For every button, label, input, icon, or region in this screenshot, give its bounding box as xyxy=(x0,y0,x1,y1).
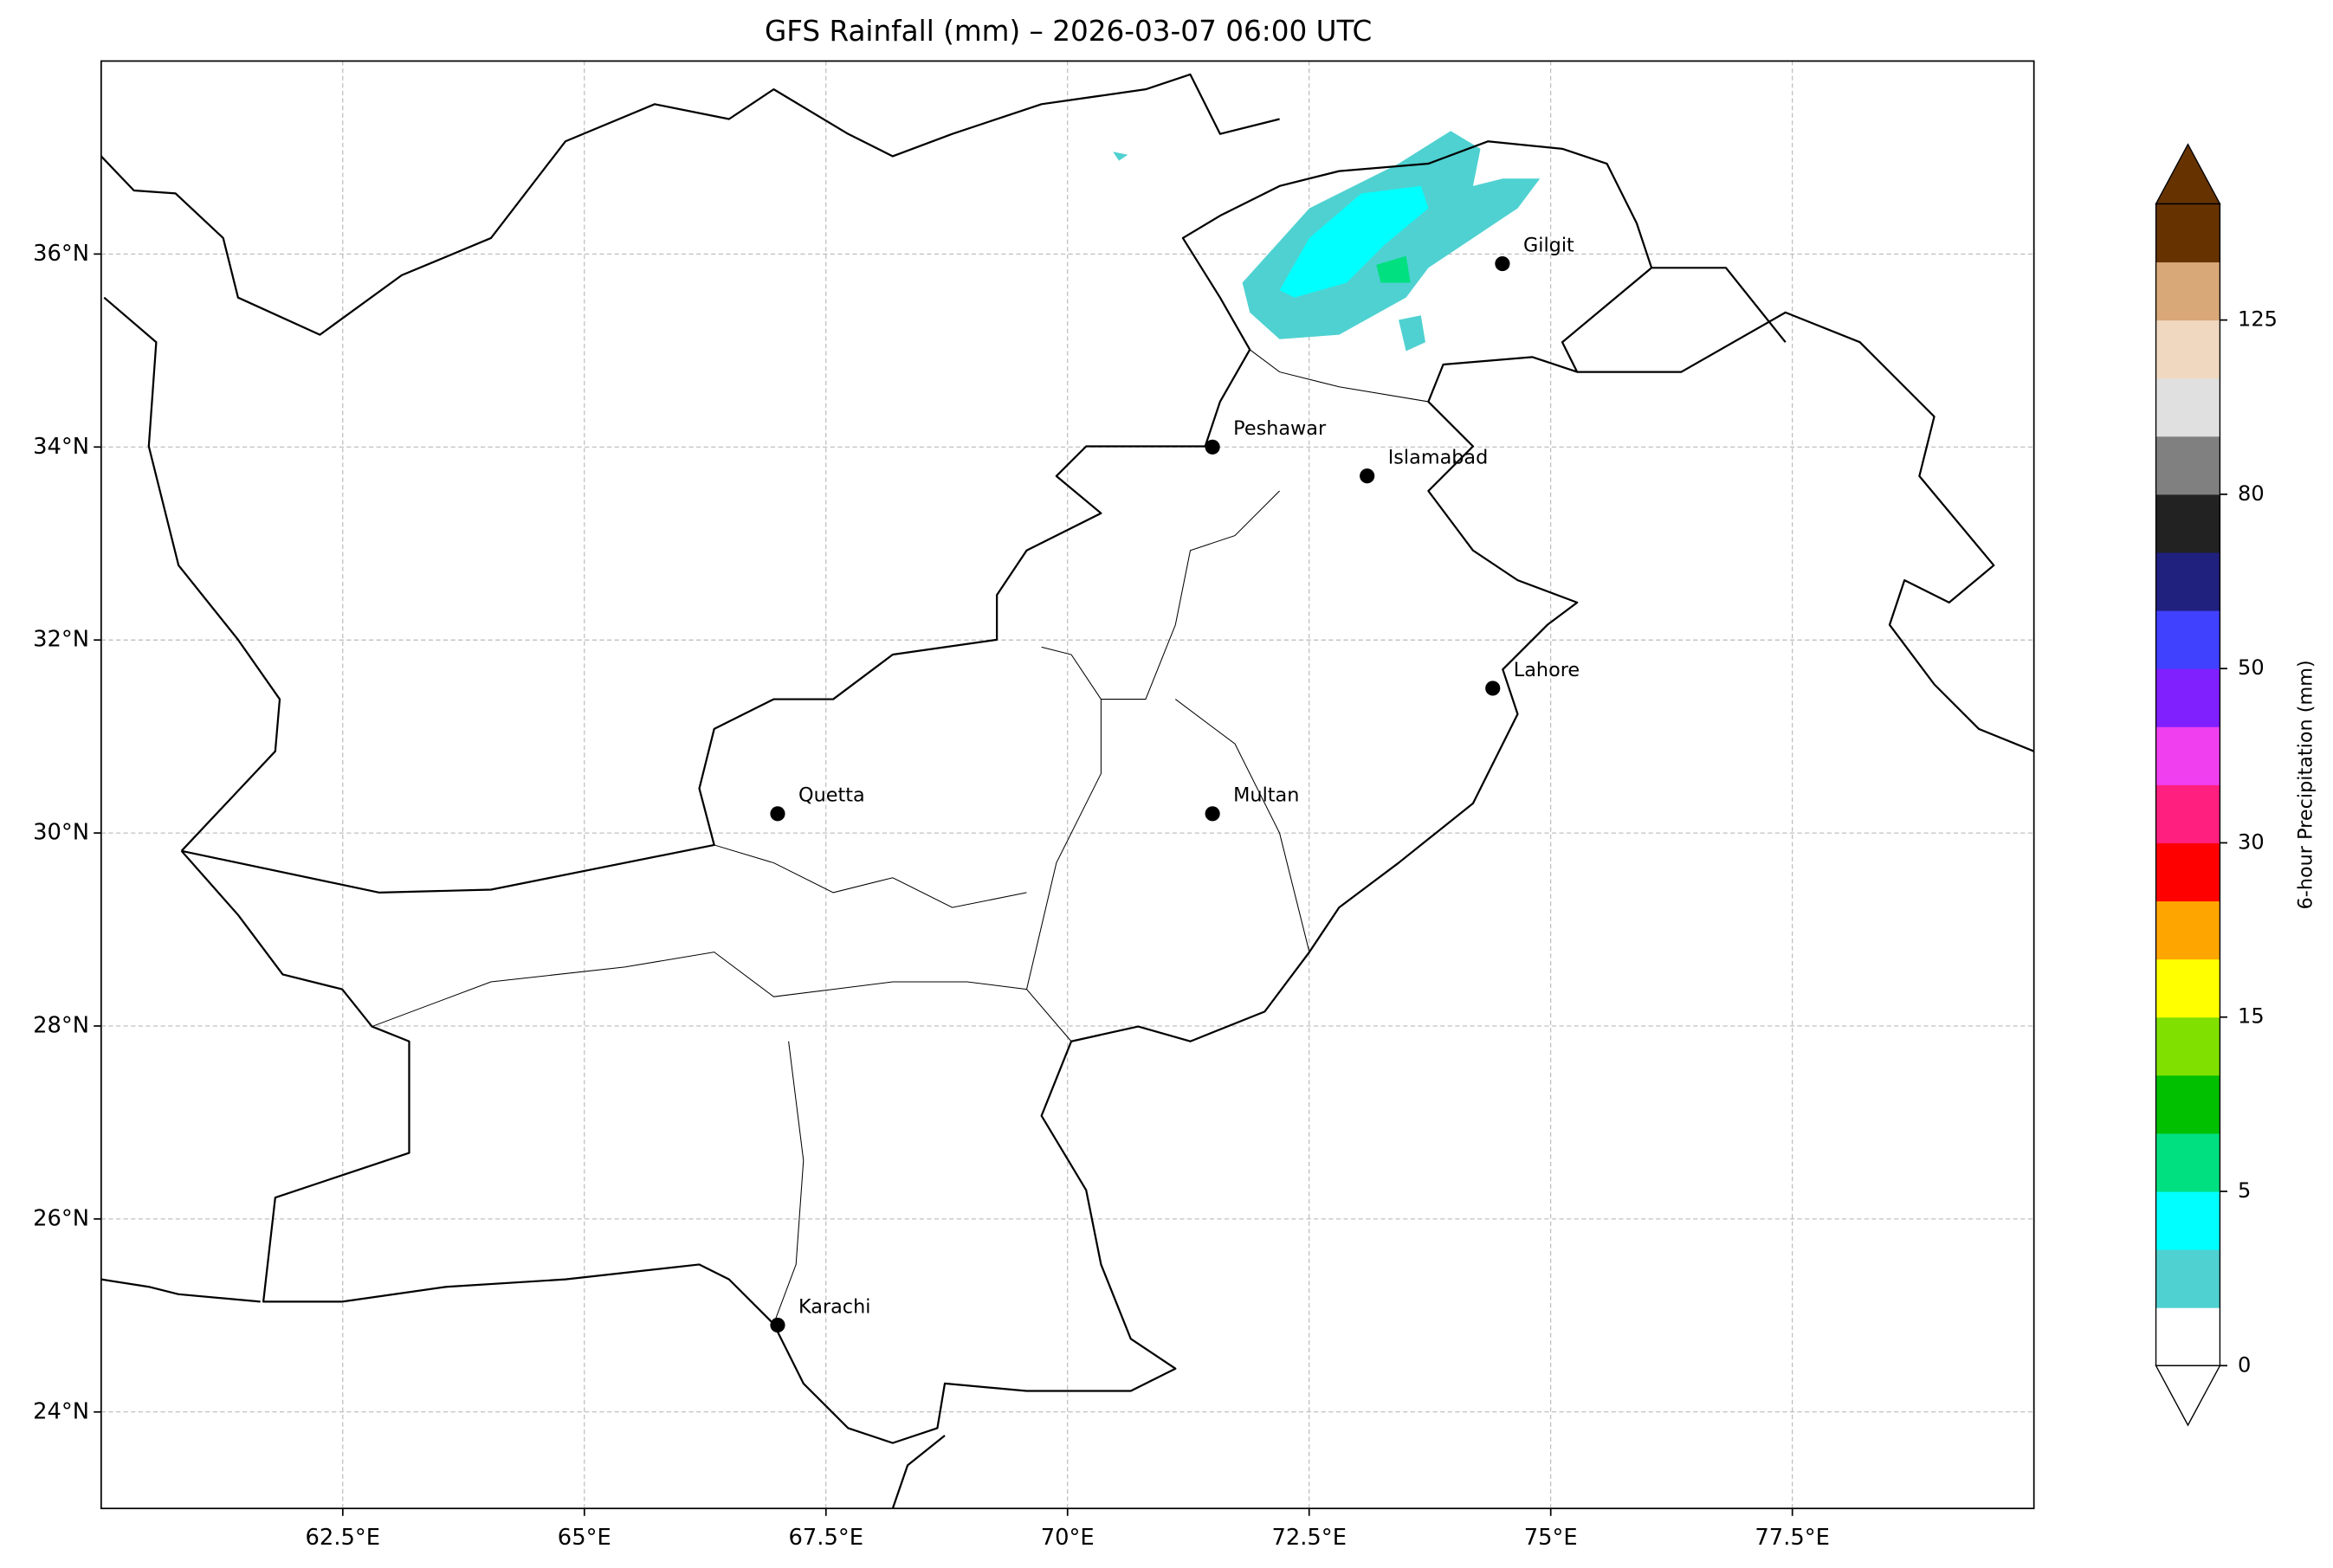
colorbar-label: 6-hour Precipitation (mm) xyxy=(2295,660,2317,909)
y-tick-label: 32°N xyxy=(33,627,89,653)
colorbar-segment xyxy=(2155,668,2220,727)
city-label: Karachi xyxy=(798,1295,870,1318)
colorbar: 0 5 15 30 50 80 125 6-hour Precipitation (mm) xyxy=(2155,143,2317,1427)
colorbar-segment xyxy=(2155,900,2220,960)
colorbar-segment xyxy=(2155,1307,2220,1366)
colorbar-frame xyxy=(2155,203,2221,1366)
colorbar-segment xyxy=(2155,1132,2220,1192)
cities: Gilgit Peshawar Islamabad Lahore Quetta Multa… xyxy=(770,234,1580,1333)
country-border xyxy=(100,73,1280,336)
y-tick-label: 26°N xyxy=(33,1205,89,1231)
country-border xyxy=(1651,267,1787,343)
colorbar-segment xyxy=(2155,610,2220,669)
province-border xyxy=(1101,490,1280,700)
city-label: Multan xyxy=(1233,784,1299,807)
city-marker xyxy=(770,806,785,822)
colorbar-extend-max xyxy=(2155,143,2221,205)
y-tick-label: 28°N xyxy=(33,1012,89,1038)
rain-area xyxy=(1113,152,1128,161)
city-label: Quetta xyxy=(798,784,865,807)
grid xyxy=(100,61,2034,1509)
map-layer xyxy=(100,73,2034,1509)
city-label: Gilgit xyxy=(1523,234,1574,256)
colorbar-segment xyxy=(2155,1016,2220,1076)
province-border xyxy=(1025,646,1102,990)
rain-area xyxy=(1376,255,1411,283)
y-tick-label: 24°N xyxy=(33,1398,89,1424)
city-marker xyxy=(1205,806,1220,822)
city-label: Peshawar xyxy=(1233,417,1327,440)
x-tick-label: 75°E xyxy=(1524,1525,1578,1551)
province-border xyxy=(372,952,774,1028)
colorbar-segment xyxy=(2155,1074,2220,1134)
province-border xyxy=(1249,349,1429,403)
map-title: GFS Rainfall (mm) – 2026-03-07 06:00 UTC xyxy=(765,15,1372,48)
x-tick-label: 70°E xyxy=(1041,1525,1095,1551)
colorbar-segment xyxy=(2155,552,2220,611)
rain-area xyxy=(1279,185,1429,298)
colorbar-tick-label: 0 xyxy=(2238,1352,2251,1377)
colorbar-segment xyxy=(2155,203,2220,263)
x-tick-label: 77.5°E xyxy=(1755,1525,1830,1551)
country-border xyxy=(891,1435,946,1509)
x-tick-label: 65°E xyxy=(558,1525,611,1551)
province-border xyxy=(714,844,1027,908)
colorbar-tick-label: 30 xyxy=(2238,829,2265,854)
x-tick-label: 72.5°E xyxy=(1271,1525,1347,1551)
y-tick-label: 30°N xyxy=(33,820,89,846)
country-border xyxy=(1577,311,2034,752)
colorbar-segment xyxy=(2155,726,2220,785)
y-tick-label: 36°N xyxy=(33,241,89,267)
x-tick-label: 62.5°E xyxy=(306,1525,381,1551)
city-marker xyxy=(1485,681,1501,696)
colorbar-segment xyxy=(2155,319,2220,379)
province-border xyxy=(773,981,1072,1042)
rain-area xyxy=(1399,315,1425,352)
colorbar-segment xyxy=(2155,784,2220,843)
colorbar-tick-label: 125 xyxy=(2238,307,2278,332)
colorbar-segment xyxy=(2155,1191,2220,1250)
colorbar-segment xyxy=(2155,1249,2220,1308)
province-border xyxy=(772,1041,805,1325)
colorbar-segment xyxy=(2155,842,2220,902)
province-border xyxy=(1174,699,1310,952)
y-tick-label: 34°N xyxy=(33,434,89,460)
colorbar-segment xyxy=(2155,494,2220,553)
colorbar-tick-label: 5 xyxy=(2238,1178,2251,1203)
colorbar-tick-label: 15 xyxy=(2238,1004,2265,1029)
country-border xyxy=(100,1278,261,1303)
city-marker xyxy=(1495,255,1510,272)
colorbar-tick-label: 50 xyxy=(2238,655,2265,680)
colorbar-segment xyxy=(2155,436,2220,495)
colorbar-segment xyxy=(2155,261,2220,321)
colorbar-segment xyxy=(2155,958,2220,1018)
x-tick-label: 67.5°E xyxy=(788,1525,863,1551)
colorbar-extend-min xyxy=(2155,1365,2221,1427)
colorbar-tick-label: 80 xyxy=(2238,481,2265,506)
colorbar-segment xyxy=(2155,377,2220,437)
country-border xyxy=(103,296,281,852)
city-marker xyxy=(770,1317,785,1333)
country-border xyxy=(180,140,1653,1444)
city-marker xyxy=(1360,468,1375,484)
city-label: Lahore xyxy=(1514,659,1580,681)
city-marker xyxy=(1205,439,1220,455)
city-label: Islamabad xyxy=(1388,447,1489,469)
